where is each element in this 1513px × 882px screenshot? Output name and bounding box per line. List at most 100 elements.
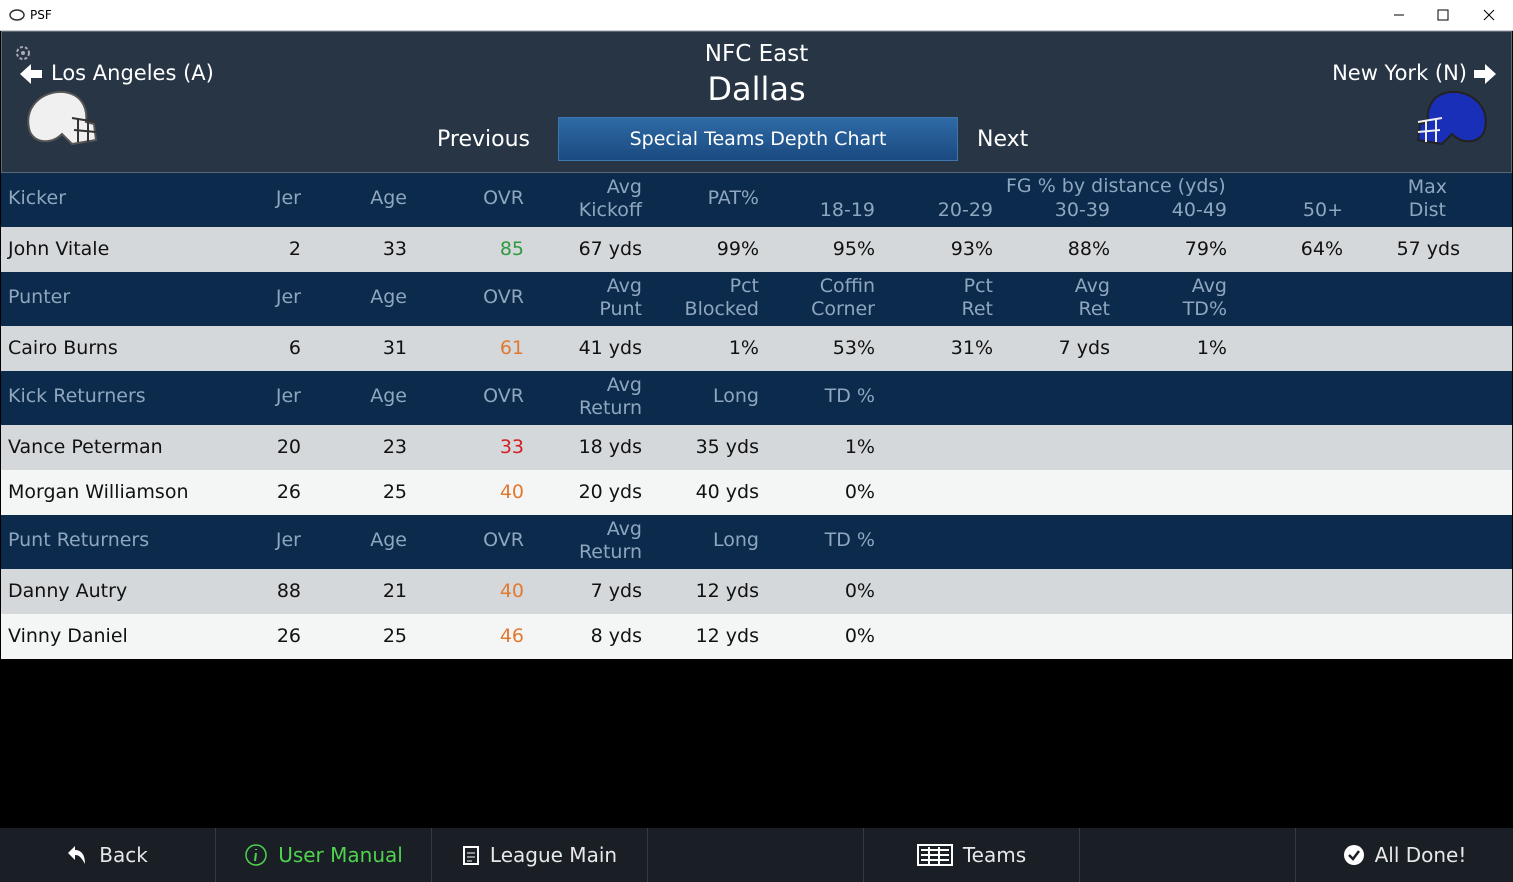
column-header: Pct Ret — [961, 275, 994, 320]
stat-cell: 12 yds — [695, 580, 759, 602]
teams-label: Teams — [962, 843, 1027, 867]
prev-team[interactable]: Los Angeles (A) — [51, 61, 214, 85]
stat-cell: 18 yds — [578, 436, 642, 458]
stat-cell: 79% — [1184, 238, 1227, 260]
column-header: Age — [370, 187, 407, 209]
helmet-next — [1416, 90, 1487, 146]
column-header: Avg Return — [578, 518, 642, 563]
column-header: TD % — [824, 529, 875, 551]
section-header: Punt Returners Jer Age OVR Avg Return Long TD … — [1, 515, 1512, 569]
stat-cell: 99% — [716, 238, 759, 260]
stat-cell: 6 — [288, 337, 301, 359]
player-row: John Vitale 2 33 85 67 yds 99% 95% 93% 88% 79% 64%… — [1, 227, 1512, 272]
stat-cell: 35 yds — [695, 436, 759, 458]
prev-arrow[interactable] — [18, 62, 44, 86]
stat-cell: 12 yds — [695, 625, 759, 647]
stat-cell: 25 — [382, 481, 407, 503]
section-title: Punt Returners — [8, 529, 150, 551]
clipboard-icon — [462, 846, 479, 865]
column-header: TD % — [824, 385, 875, 407]
column-header: Age — [370, 529, 407, 551]
column-header: OVR — [483, 385, 524, 407]
next-button[interactable]: Next — [977, 127, 1029, 152]
section-title: Kicker — [8, 187, 67, 209]
stat-cell: 1% — [844, 436, 875, 458]
column-header: 18-19 — [819, 199, 875, 221]
stat-cell: 57 yds — [1396, 238, 1460, 260]
column-header: PAT% — [707, 187, 759, 209]
column-header: Coffin Corner — [811, 275, 875, 320]
section-header: Kicker Jer Age OVR Avg Kickoff PAT% 18-19 20-29… — [1, 173, 1512, 227]
tab-button[interactable]: Special Teams Depth Chart — [558, 117, 958, 161]
teams-button[interactable]: Teams — [864, 828, 1080, 882]
column-header: 30-39 — [1054, 199, 1110, 221]
stat-cell: 2 — [288, 238, 301, 260]
previous-button[interactable]: Previous — [437, 127, 530, 152]
back-button[interactable]: Back — [0, 828, 216, 882]
stat-cell: 40 — [499, 580, 524, 602]
column-header: Long — [713, 529, 759, 551]
player-row: Cairo Burns 6 31 61 41 yds 1% 53% 31% 7 yds 1% — [1, 326, 1512, 371]
depth-chart-table: Kicker Jer Age OVR Avg Kickoff PAT% 18-19 20-29… — [1, 173, 1512, 659]
column-header: Age — [370, 286, 407, 308]
player-row: Danny Autry 88 21 40 7 yds 12 yds 0% — [1, 569, 1512, 614]
teams-icon — [916, 844, 953, 866]
stat-cell: 67 yds — [578, 238, 642, 260]
column-header: OVR — [483, 187, 524, 209]
window-controls[interactable] — [1380, 0, 1513, 30]
column-header: Jer — [275, 385, 301, 407]
stat-cell: 31% — [950, 337, 993, 359]
column-header: Jer — [275, 187, 301, 209]
player-row: Vance Peterman 20 23 33 18 yds 35 yds 1% — [1, 425, 1512, 470]
stat-cell: 53% — [832, 337, 875, 359]
league-label: League Main — [489, 843, 618, 867]
division: NFC East — [704, 41, 809, 67]
stat-cell: 93% — [950, 238, 993, 260]
stat-cell: 88 — [276, 580, 301, 602]
column-header: Avg Return — [578, 374, 642, 419]
column-header: Avg Punt — [599, 275, 642, 320]
next-arrow[interactable] — [1472, 62, 1498, 86]
footer-bar: Back User Manual League Main Teams All D… — [0, 828, 1513, 882]
info-icon — [245, 844, 267, 866]
stat-cell: 20 — [276, 436, 301, 458]
team-header: Los Angeles (A) NFC East Dallas Previous… — [1, 31, 1512, 173]
column-header: Avg Kickoff — [578, 176, 642, 221]
done-label: All Done! — [1374, 843, 1467, 867]
team-name: Dallas — [707, 70, 806, 108]
helmet-prev — [27, 90, 98, 146]
stat-cell: 33 — [382, 238, 407, 260]
column-header: 20-29 — [937, 199, 993, 221]
stat-cell: 20 yds — [578, 481, 642, 503]
column-header: Jer — [275, 286, 301, 308]
league-button[interactable]: League Main — [432, 828, 648, 882]
column-header: Pct Blocked — [684, 275, 759, 320]
column-header: Avg Ret — [1074, 275, 1110, 320]
manual-button[interactable]: User Manual — [216, 828, 432, 882]
stat-cell: 33 — [499, 436, 524, 458]
stat-cell: 1% — [1196, 337, 1227, 359]
empty-button — [1080, 828, 1296, 882]
column-header: 50+ — [1302, 199, 1343, 221]
settings-icon[interactable] — [14, 44, 32, 62]
back-icon — [68, 846, 86, 864]
column-header: Long — [713, 385, 759, 407]
column-header: 40-49 — [1171, 199, 1227, 221]
stat-cell: 7 yds — [590, 580, 642, 602]
check-icon — [1343, 845, 1364, 865]
back-label: Back — [99, 843, 148, 867]
column-header: Age — [370, 385, 407, 407]
done-button[interactable]: All Done! — [1296, 828, 1513, 882]
stat-cell: 40 — [499, 481, 524, 503]
player-name: Cairo Burns — [8, 337, 118, 359]
stat-cell: 88% — [1067, 238, 1110, 260]
player-name: Vinny Daniel — [8, 625, 128, 647]
next-team[interactable]: New York (N) — [1332, 61, 1467, 85]
stat-cell: 1% — [728, 337, 759, 359]
stat-cell: 25 — [382, 625, 407, 647]
stat-cell: 0% — [844, 580, 875, 602]
section-title: Kick Returners — [8, 385, 146, 407]
column-header: Max Dist — [1407, 176, 1447, 221]
stat-cell: 7 yds — [1058, 337, 1110, 359]
column-header: Jer — [275, 529, 301, 551]
